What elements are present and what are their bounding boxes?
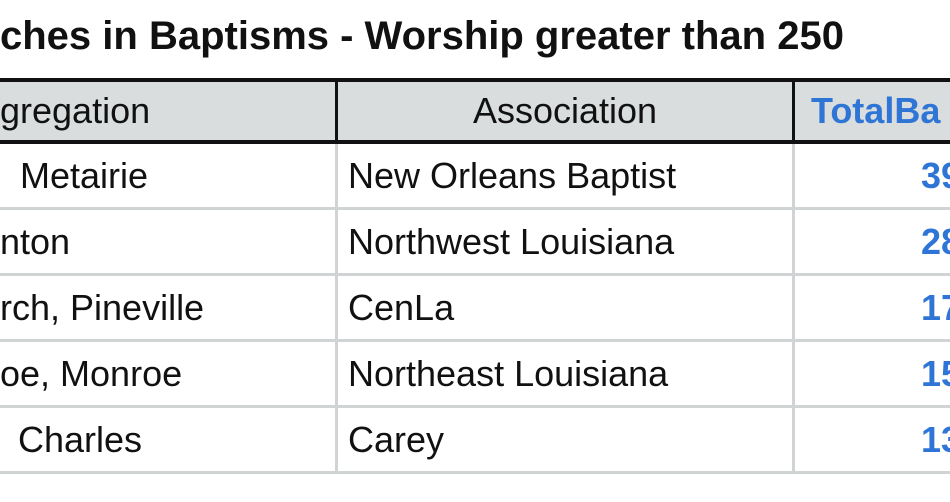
title: ches in Baptisms - Worship greater than …	[0, 14, 844, 58]
table-row: Metairie New Orleans Baptist39	[0, 144, 950, 210]
table-cell: Metairie	[20, 154, 149, 196]
table-cell: Northeast Louisiana	[335, 342, 792, 405]
table-row: rch, Pineville CenLa17	[0, 276, 950, 342]
column-header: TotalBa	[792, 82, 950, 140]
table-cell: nton	[0, 220, 71, 262]
table-cell: New Orleans Baptist	[335, 144, 792, 207]
table-row: oe, Monroe Northeast Louisiana15	[0, 342, 950, 408]
table-cell: oe, Monroe	[0, 352, 183, 394]
table-cell: rch, Pineville	[0, 286, 205, 328]
baptism-count: 28	[792, 210, 950, 273]
table-cell: Carey	[335, 408, 792, 471]
baptism-count: 17	[792, 276, 950, 339]
table-cell: CenLa	[335, 276, 792, 339]
table-cell: Northwest Louisiana	[335, 210, 792, 273]
table: gregation Association TotalBa Metairie New O…	[0, 78, 950, 474]
table-cell: Charles	[18, 418, 143, 460]
table-row: nton Northwest Louisiana28	[0, 210, 950, 276]
table-row: Charles Carey13	[0, 408, 950, 474]
baptism-count: 39	[792, 144, 950, 207]
header-row: gregation Association TotalBa	[0, 78, 950, 144]
baptism-count: 13	[792, 408, 950, 471]
column-header: Association	[335, 82, 792, 140]
column-header: gregation	[0, 90, 151, 131]
baptism-count: 15	[792, 342, 950, 405]
